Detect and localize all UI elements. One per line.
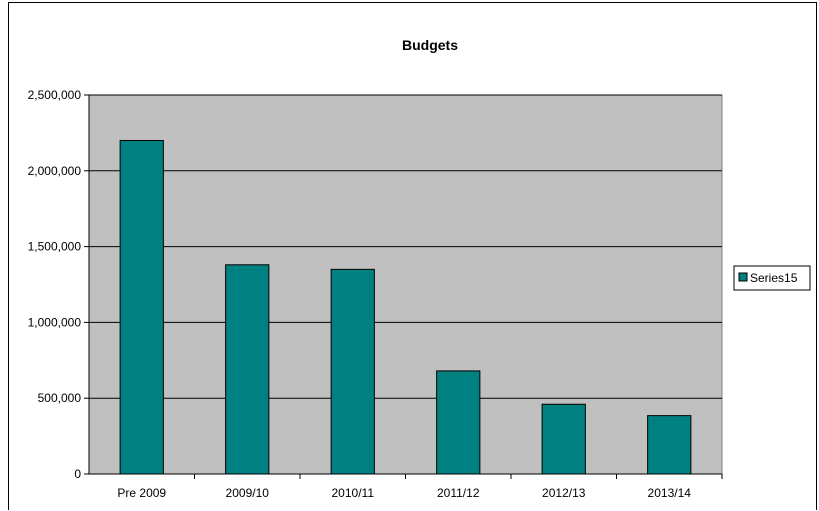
x-tick-label: 2010/11	[332, 486, 375, 500]
x-tick-label: 2013/14	[648, 486, 692, 500]
bar	[647, 415, 692, 475]
bar	[541, 403, 586, 475]
bar	[225, 264, 270, 475]
y-axis: 0 500,000 1,000,000 1,500,000 2,000,000 2,500…	[28, 88, 90, 481]
y-tick-label: 2,000,000	[28, 164, 82, 178]
y-tick-label: 1,500,000	[28, 240, 82, 254]
chart-title: Budgets	[402, 37, 458, 53]
y-tick-label: 2,500,000	[28, 88, 82, 102]
bars	[119, 139, 692, 475]
bar	[436, 370, 481, 475]
x-tick-label: 2012/13	[542, 486, 586, 500]
legend-swatch	[738, 272, 748, 282]
x-tick-label: Pre 2009	[117, 486, 166, 500]
x-tick-label: 2011/12	[437, 486, 480, 500]
bar	[330, 268, 375, 475]
x-tick-label: 2009/10	[226, 486, 270, 500]
y-tick-label: 1,000,000	[28, 315, 82, 329]
legend-label: Series15	[750, 271, 798, 285]
y-tick-label: 500,000	[38, 391, 82, 405]
plot-area	[88, 94, 723, 475]
bar	[119, 139, 164, 475]
legend: Series15	[733, 265, 811, 291]
chart-frame: Budgets 0 500,000 1,000,000 1,500,000 2,000,…	[8, 2, 817, 510]
bar-chart: Budgets 0 500,000 1,000,000 1,500,000 2,000,…	[28, 37, 811, 500]
x-axis: Pre 2009 2009/10 2010/11 2011/12 2012/13 2013…	[89, 473, 723, 500]
y-tick-label: 0	[74, 467, 81, 481]
gridlines	[89, 94, 722, 399]
